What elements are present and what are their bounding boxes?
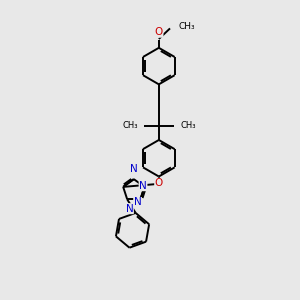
Text: CH₃: CH₃ <box>180 122 196 130</box>
Text: O: O <box>155 27 163 37</box>
Text: N: N <box>130 164 138 174</box>
Text: O: O <box>155 178 163 188</box>
Text: CH₃: CH₃ <box>122 122 138 130</box>
Text: CH₃: CH₃ <box>178 22 195 32</box>
Text: N: N <box>139 181 147 191</box>
Text: N: N <box>134 197 142 208</box>
Text: N: N <box>126 204 133 214</box>
